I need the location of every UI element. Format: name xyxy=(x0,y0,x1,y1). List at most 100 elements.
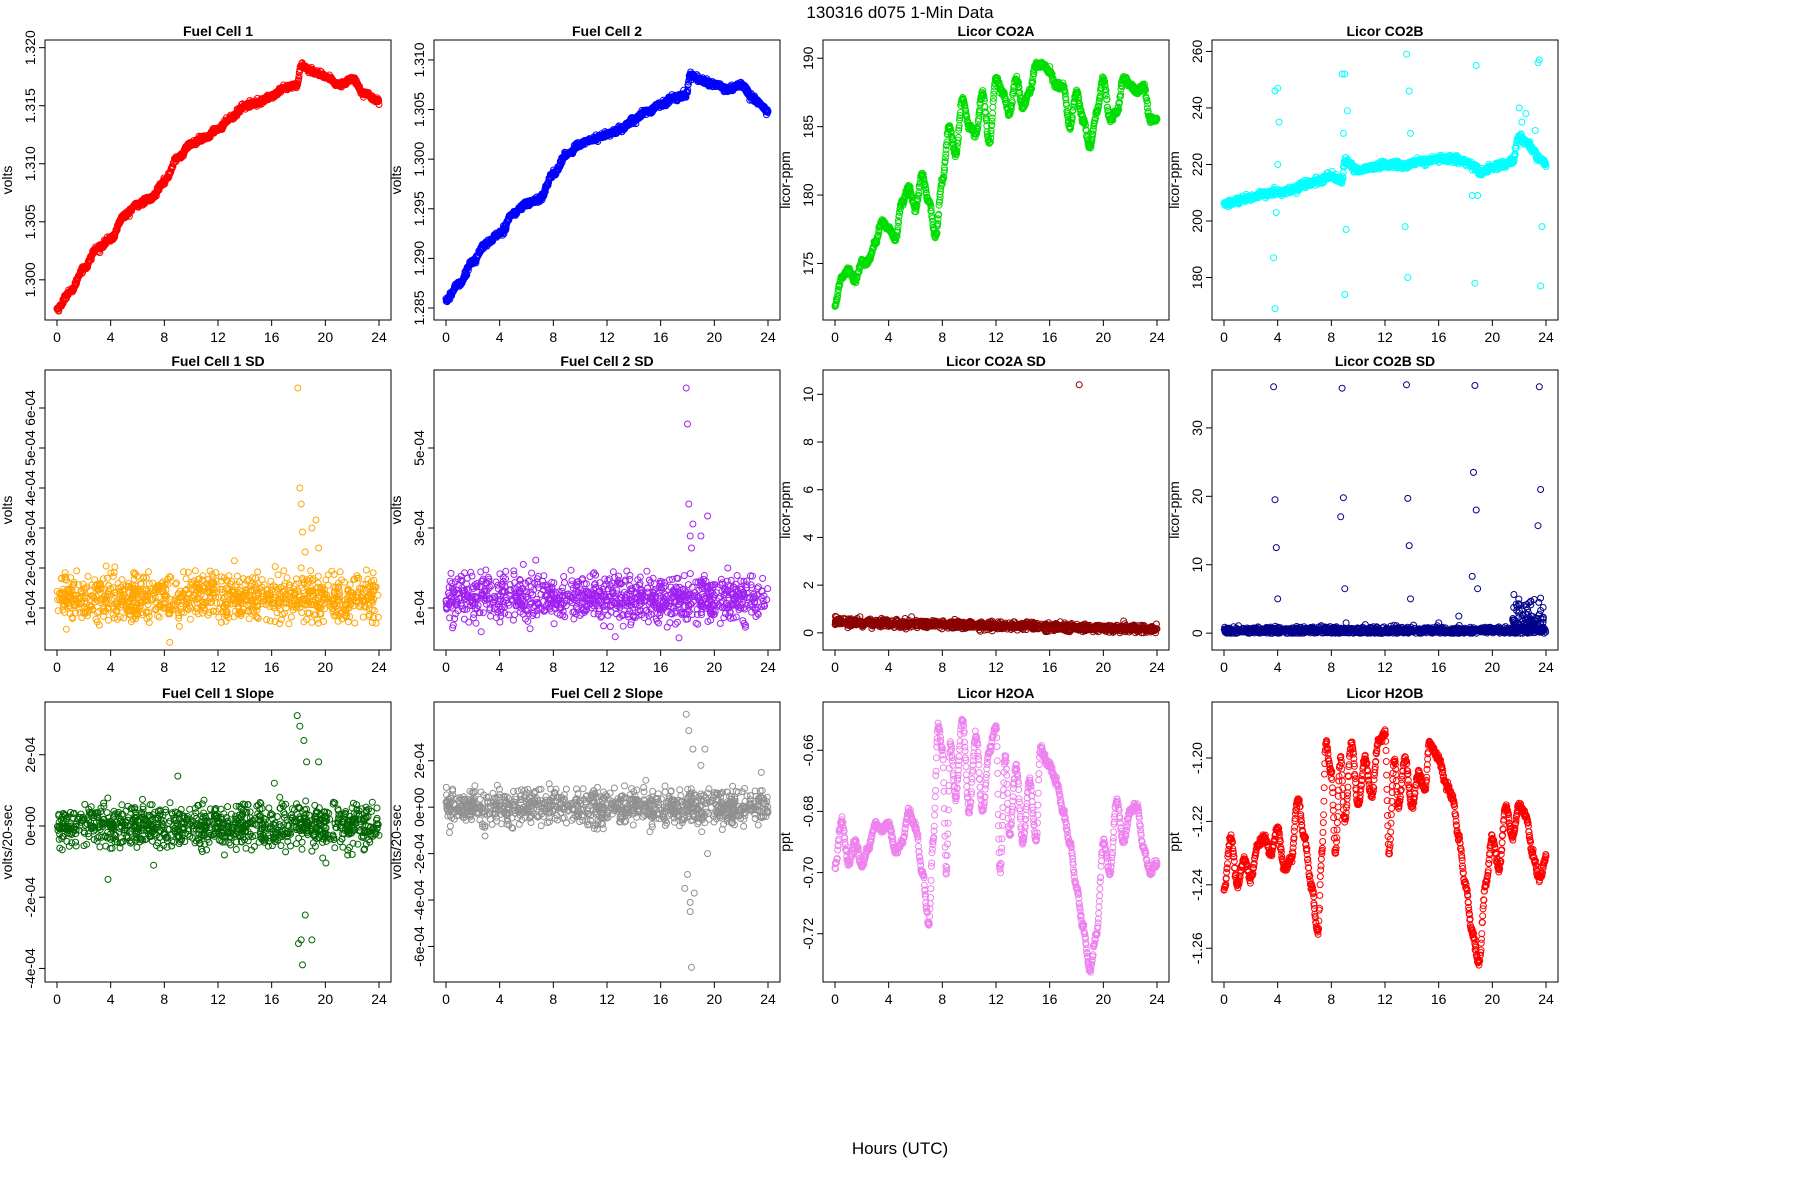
plot-frame xyxy=(433,39,781,321)
data-point xyxy=(1515,104,1523,112)
data-point xyxy=(1270,254,1278,262)
data-point xyxy=(1403,50,1410,58)
x-tick-label: 16 xyxy=(1431,329,1447,345)
x-tick-label: 16 xyxy=(653,329,669,345)
panel-1: Fuel Cell 10 4 8 12 16 20 241.3001.3051.3101.3… xyxy=(0,23,392,345)
y-tick-label: 1.285 xyxy=(411,290,427,325)
data-points xyxy=(831,58,1161,310)
x-tick-label: 8 xyxy=(549,329,557,345)
data-point xyxy=(1522,110,1530,118)
data-point xyxy=(1531,127,1539,134)
data-point xyxy=(1341,291,1349,298)
y-tick-label: 200 xyxy=(1189,209,1205,233)
data-point xyxy=(1274,161,1282,168)
y-tick-label: 6e-04 xyxy=(22,390,38,426)
panel-title: Fuel Cell 1 SD xyxy=(171,353,264,369)
panel-5: Fuel Cell 1 SD0 4 8 12 16 20 241e-042e-043e-04… xyxy=(0,353,392,675)
data-points xyxy=(53,384,382,646)
panel-title: Fuel Cell 1 xyxy=(183,23,253,39)
data-point xyxy=(1538,223,1546,231)
panel-title: Licor CO2B xyxy=(1346,23,1423,39)
data-point xyxy=(1405,87,1413,95)
data-point xyxy=(1471,279,1479,287)
data-point xyxy=(1404,274,1412,281)
y-axis-label: volts xyxy=(0,166,15,195)
y-tick-label: 1.300 xyxy=(22,262,38,297)
y-tick-label: 1.320 xyxy=(22,30,38,65)
data-point xyxy=(1518,118,1526,126)
y-tick-label: 260 xyxy=(1189,40,1205,64)
x-tick-label: 8 xyxy=(160,659,168,675)
y-tick-label: 2e-04 xyxy=(22,550,38,586)
x-tick-label: 16 xyxy=(1042,329,1058,345)
y-axis-label: volts xyxy=(388,166,404,195)
x-tick-label: 24 xyxy=(371,659,387,675)
data-point xyxy=(154,612,162,620)
x-tick-label: 0 xyxy=(53,329,61,345)
x-tick-label: 0 xyxy=(442,329,450,345)
x-tick-label: 20 xyxy=(707,329,723,345)
y-tick-label: 180 xyxy=(800,183,816,207)
y-tick-label: 1.310 xyxy=(22,146,38,181)
data-point xyxy=(1401,223,1409,231)
x-tick-label: 0 xyxy=(1220,329,1228,345)
x-tick-label: 20 xyxy=(1096,329,1112,345)
x-tick-label: 8 xyxy=(1327,329,1335,345)
data-point xyxy=(1275,118,1283,126)
data-point xyxy=(102,562,110,570)
figure-title: 130316 d075 1-Min Data xyxy=(806,3,994,22)
y-tick-label: 1.290 xyxy=(411,241,427,276)
x-tick-label: 16 xyxy=(264,659,280,675)
data-point xyxy=(182,575,190,583)
data-point xyxy=(307,567,315,575)
data-point xyxy=(1272,209,1280,216)
x-tick-label: 4 xyxy=(1274,329,1282,345)
data-point xyxy=(1343,107,1351,115)
y-tick-label: 220 xyxy=(1189,153,1205,177)
panel-title: Licor CO2A xyxy=(957,23,1034,39)
y-tick-label: 175 xyxy=(800,252,816,276)
x-tick-label: 20 xyxy=(318,659,334,675)
data-point xyxy=(118,576,126,584)
data-point xyxy=(1339,129,1347,137)
x-tick-label: 20 xyxy=(318,329,334,345)
y-axis-label: volts xyxy=(0,496,15,525)
plot-frame xyxy=(1211,39,1559,321)
data-point xyxy=(1472,62,1480,69)
y-tick-label: 185 xyxy=(800,115,816,139)
y-tick-label: 1.310 xyxy=(411,42,427,77)
data-point xyxy=(1537,282,1545,290)
data-point xyxy=(1271,305,1279,313)
data-point xyxy=(111,233,119,241)
data-point xyxy=(1342,226,1350,233)
y-tick-label: 240 xyxy=(1189,96,1205,120)
panel-title: Fuel Cell 2 xyxy=(572,23,642,39)
x-tick-label: 4 xyxy=(107,329,115,345)
x-tick-label: 24 xyxy=(371,329,387,345)
y-tick-label: 190 xyxy=(800,46,816,70)
y-tick-label: 1.305 xyxy=(22,204,38,239)
x-tick-label: 0 xyxy=(53,659,61,675)
y-tick-label: 1e-04 xyxy=(22,590,38,626)
x-axis-label: Hours (UTC) xyxy=(852,1139,948,1158)
x-tick-label: 12 xyxy=(988,329,1004,345)
y-tick-label: 1.315 xyxy=(22,88,38,123)
data-point xyxy=(215,613,223,621)
data-points xyxy=(442,68,772,306)
x-tick-label: 4 xyxy=(107,659,115,675)
x-tick-label: 24 xyxy=(1538,329,1554,345)
x-tick-label: 24 xyxy=(1149,329,1165,345)
data-point xyxy=(989,103,997,111)
data-points xyxy=(53,59,383,315)
x-tick-label: 8 xyxy=(938,329,946,345)
x-tick-label: 24 xyxy=(760,329,776,345)
data-point xyxy=(186,615,194,623)
y-axis-label: licor-ppm xyxy=(1166,151,1182,209)
data-point xyxy=(84,572,92,580)
x-tick-label: 12 xyxy=(1377,329,1393,345)
y-tick-label: 5e-04 xyxy=(22,430,38,466)
y-tick-label: 1.305 xyxy=(411,92,427,127)
